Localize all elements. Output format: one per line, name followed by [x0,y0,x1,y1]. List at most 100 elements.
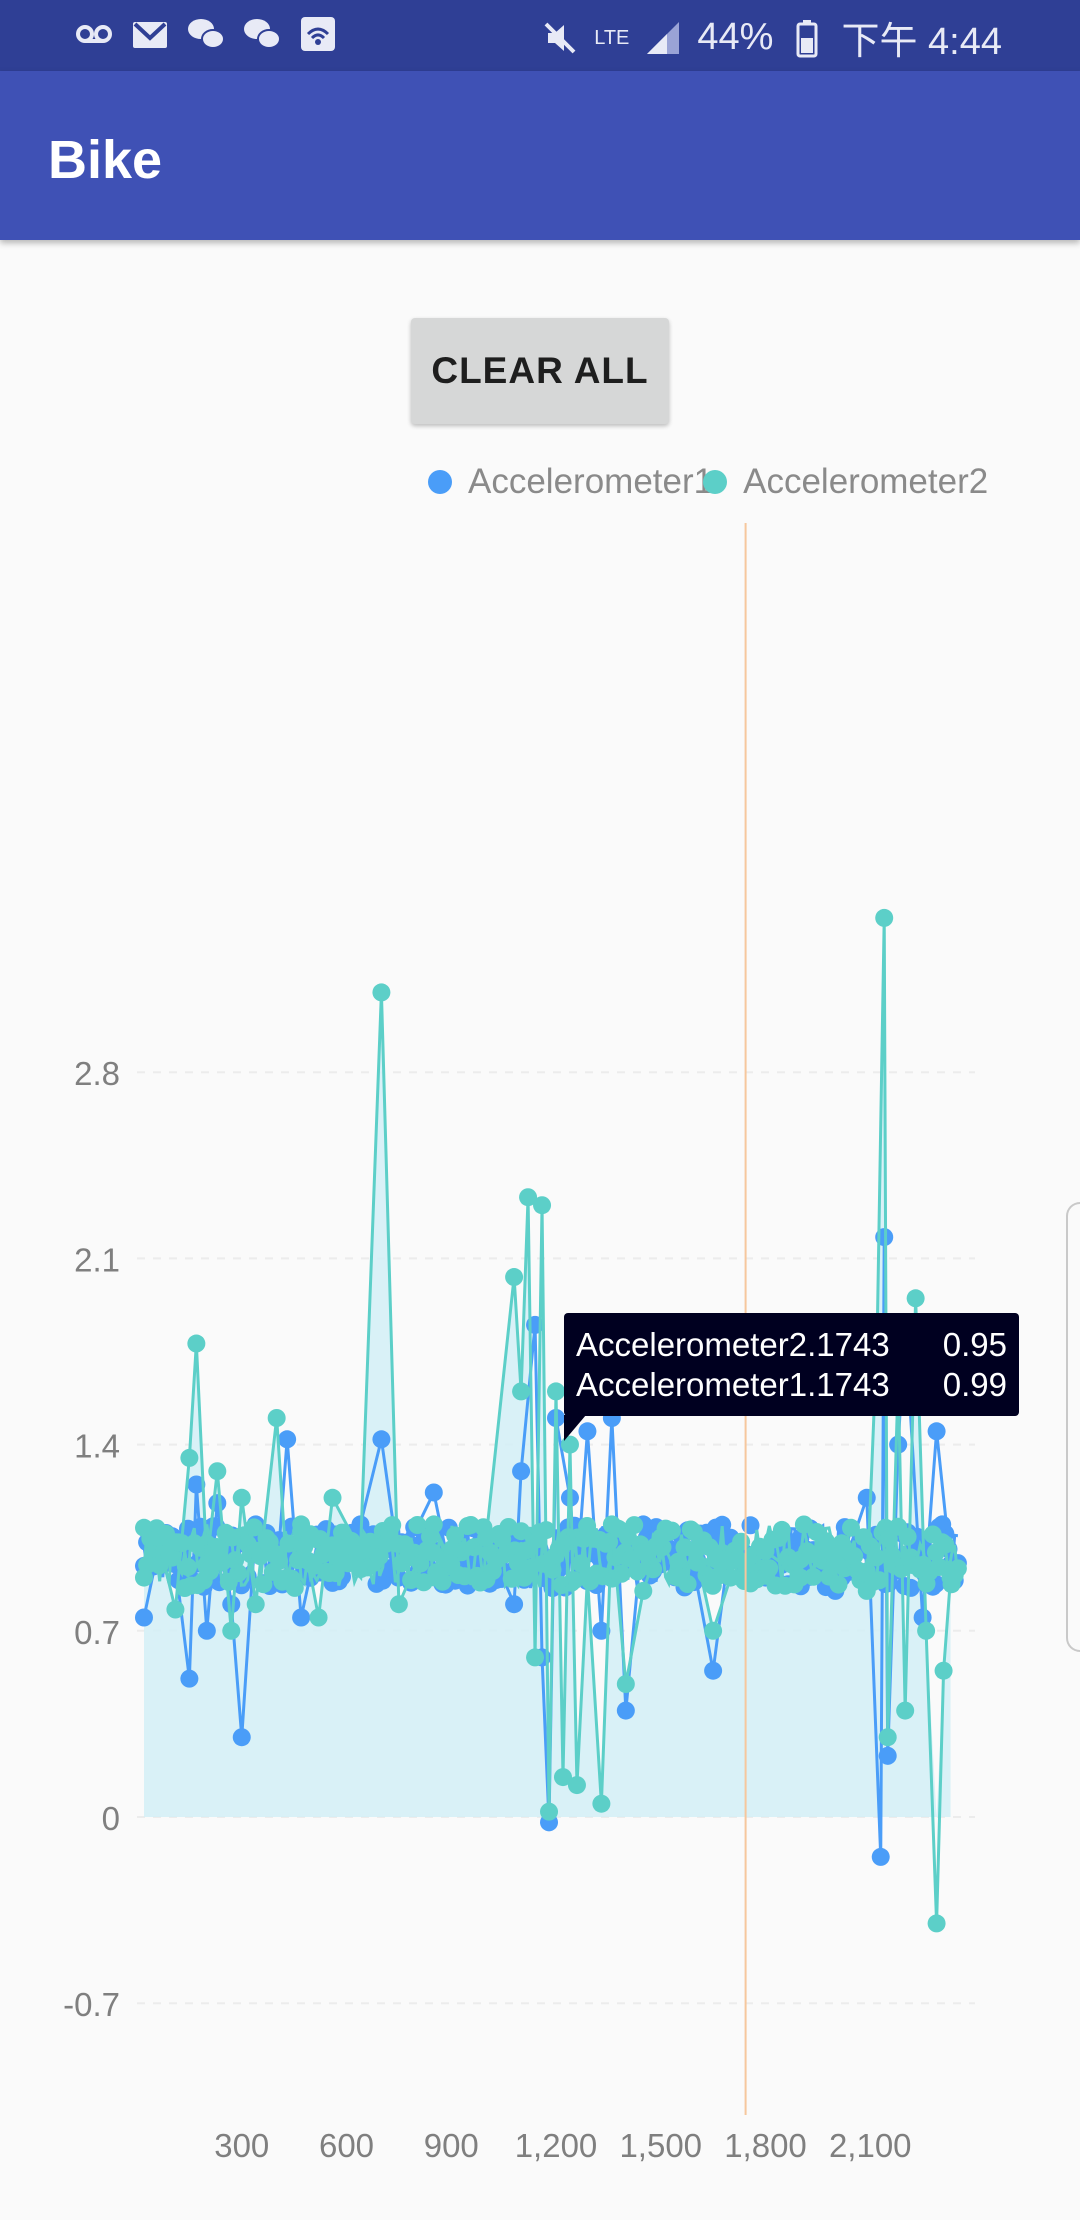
accelerometer2-point [927,1914,946,1933]
x-tick-label: 1,800 [724,2127,807,2164]
accelerometer1-point [187,1475,206,1494]
accelerometer2-point [941,1568,960,1587]
accelerometer2-point [592,1794,611,1813]
accelerometer2-point [616,1675,635,1693]
accelerometer2-point [934,1661,953,1680]
accelerometer2-point [278,1568,297,1587]
x-tick-label: 1,200 [515,2127,598,2164]
legend-marker-accelerometer2 [703,470,728,494]
accelerometer1-point [616,1701,635,1720]
accelerometer2-point [408,1516,427,1534]
x-tick-label: 1,500 [619,2127,702,2164]
wechat-icon [186,14,226,54]
accelerometer2-point [148,1528,167,1547]
accelerometer1-point [857,1488,876,1507]
accelerometer2-point [842,1518,860,1537]
accelerometer1-point [222,1595,241,1614]
accelerometer2-point [845,1547,864,1565]
accelerometer2-point [197,1555,216,1574]
accelerometer1-point [592,1621,611,1640]
legend-item-accelerometer1[interactable]: Accelerometer1 [428,462,713,502]
accelerometer2-point [651,1528,670,1547]
accelerometer2-point [870,1571,889,1590]
x-tick-label: 600 [319,2127,374,2164]
battery-percentage: 44% [697,16,774,58]
accelerometer2-point [246,1595,265,1614]
accelerometer2-point [567,1776,586,1795]
accelerometer2-point [323,1488,342,1507]
accelerometer2-point [433,1572,452,1591]
accelerometer2-point [309,1608,328,1627]
accelerometer2-point [756,1542,775,1560]
tooltip-row-accelerometer1: Accelerometer1.1743 0.99 [576,1365,1007,1405]
chart-legend: Accelerometer1 Accelerometer2 [428,462,988,502]
accelerometer2-point [424,1515,443,1534]
legend-marker-accelerometer1 [428,470,452,494]
accelerometer2-point [760,1559,779,1578]
accelerometer2-point [372,983,391,1002]
accelerometer2-point [229,1564,248,1583]
accelerometer2-point [857,1581,876,1600]
accelerometer2-point [389,1595,408,1614]
accelerometer1-point [505,1595,524,1614]
accelerometer2-point [179,1558,197,1577]
accelerometer1-point [197,1621,216,1640]
accelerometer2-point [936,1535,955,1554]
accelerometer2-point [540,1802,559,1821]
line-chart[interactable]: -0.7 0 0.7 1.4 2.1 2.8 300 600 900 1,200 1,500 1,80… [0,500,1080,2220]
accelerometer2-point [791,1568,810,1587]
accelerometer2-point [180,1448,199,1467]
y-tick-label: -0.7 [63,1986,120,2023]
edge-panel-handle[interactable] [1066,1202,1080,1652]
accelerometer2-point [446,1526,465,1545]
y-tick-label: 1.4 [74,1428,120,1465]
notification-icons [74,14,338,54]
accelerometer1-point [372,1430,391,1449]
accelerometer2-point [721,1568,740,1587]
voicemail-icon [74,14,114,54]
accelerometer2-point [867,1548,886,1567]
wechat-icon [242,14,282,54]
accelerometer1-point [871,1847,890,1866]
accelerometer1-point [927,1422,946,1441]
tooltip-value: 0.99 [942,1366,1007,1403]
accelerometer2-point [292,1515,311,1534]
mute-icon [540,18,580,58]
accelerometer1-point [424,1483,443,1502]
accelerometer2-point [477,1528,496,1547]
legend-item-accelerometer2[interactable]: Accelerometer2 [703,462,988,502]
y-tick-label: 2.8 [74,1055,120,1092]
clock: 下午 4:44 [841,21,1002,63]
accelerometer2-point [878,1728,897,1747]
accelerometer2-point [208,1462,227,1481]
accelerometer2-point [772,1520,791,1539]
accelerometer1-point [713,1515,732,1534]
accelerometer2-point [826,1542,845,1560]
x-tick-label: 900 [424,2127,479,2164]
accelerometer2-point [505,1268,524,1287]
accelerometer2-point [163,1548,182,1567]
y-tick-label: 2.1 [74,1241,120,1278]
accelerometer2-point [512,1382,531,1401]
clear-all-button[interactable]: CLEAR ALL [411,318,669,424]
gmail-icon [130,14,170,54]
accelerometer2-point [553,1768,572,1787]
accelerometer1-point [278,1430,297,1449]
accelerometer2-point [547,1382,565,1401]
accelerometer2-point [222,1621,241,1640]
accelerometer2-point [232,1488,251,1507]
wifi-call-icon [298,14,338,54]
accelerometer2-point [442,1555,461,1574]
accelerometer2-point [625,1516,644,1535]
lte-icon: LTE [594,26,630,49]
accelerometer2-point [571,1554,590,1573]
accelerometer1-point [704,1661,723,1680]
accelerometer2-point [414,1573,433,1592]
accelerometer1-point [878,1746,897,1765]
accelerometer2-point [383,1516,402,1535]
chart-tooltip: Accelerometer2.1743 0.95 Accelerometer1.… [564,1313,1019,1416]
accelerometer2-point [455,1567,474,1586]
legend-label-accelerometer2: Accelerometer2 [743,462,989,501]
accelerometer2-point [245,1518,263,1537]
y-tick-label: 0.7 [74,1614,120,1651]
